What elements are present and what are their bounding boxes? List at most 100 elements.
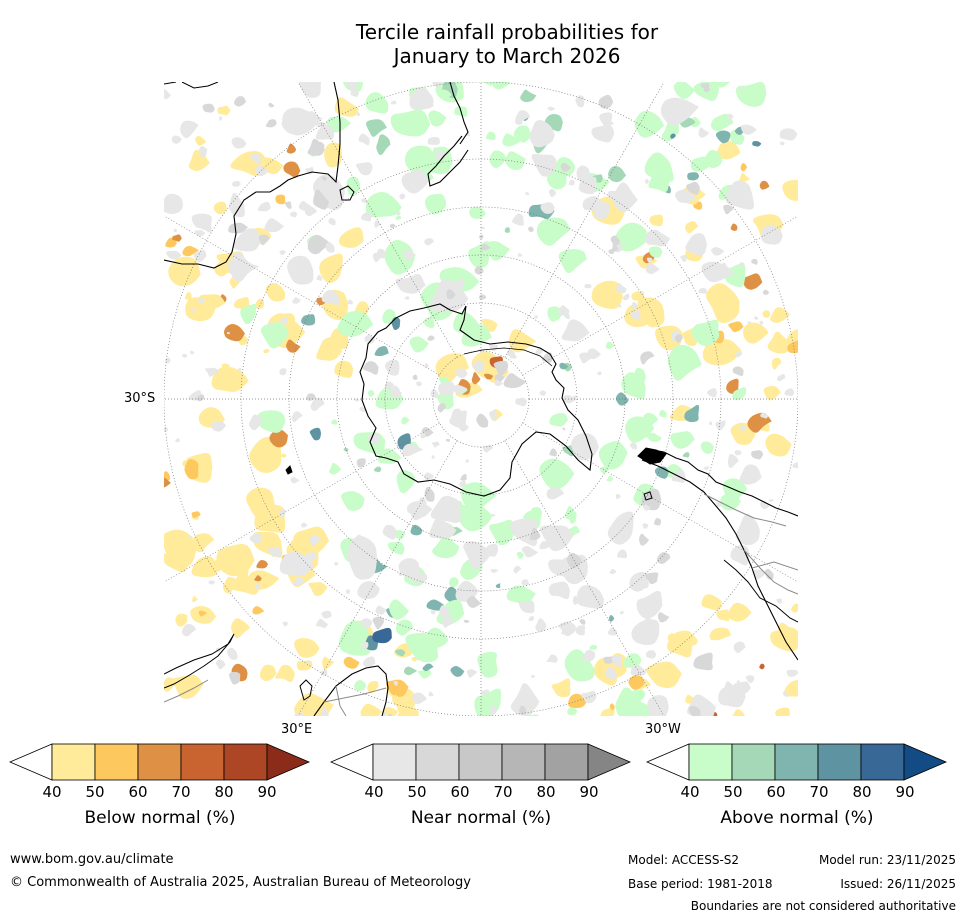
probability-patch <box>217 105 231 116</box>
probability-patch <box>392 694 401 704</box>
probability-patch <box>561 319 590 342</box>
probability-patch <box>184 292 192 300</box>
probability-patch <box>184 458 199 480</box>
probability-patch <box>777 622 791 633</box>
probability-patch <box>733 641 746 654</box>
probability-patch <box>511 213 524 226</box>
probability-patch <box>316 336 342 361</box>
probability-patch <box>494 379 503 387</box>
latitude-label-30s: 30°S <box>124 391 156 406</box>
probability-patch <box>233 96 247 107</box>
longitude-label-30e: 30°E <box>281 722 313 737</box>
probability-patch <box>751 450 764 460</box>
probability-patch <box>764 568 774 580</box>
probability-patch <box>611 654 622 667</box>
probability-patch <box>519 705 527 715</box>
probability-patch <box>546 654 558 663</box>
probability-patch <box>211 421 226 432</box>
probability-patch <box>171 135 182 144</box>
probability-patch <box>775 707 790 716</box>
colorbar-below-normal-swatches <box>8 743 311 781</box>
probability-patch <box>630 664 647 676</box>
probability-patch <box>636 590 663 619</box>
probability-patch <box>782 179 798 201</box>
probability-patch <box>700 82 710 90</box>
probability-patch <box>219 116 223 121</box>
new-zealand-south-island <box>427 135 469 187</box>
probability-patch <box>569 517 576 524</box>
probability-patch <box>603 120 615 129</box>
probability-patch <box>300 522 308 528</box>
probability-patch <box>623 653 642 668</box>
south-africa-west <box>164 633 235 689</box>
probability-patch <box>726 378 739 394</box>
probability-patch <box>208 616 213 620</box>
probability-patch <box>164 193 183 215</box>
colorbar-below-normal <box>8 743 312 785</box>
probability-patch <box>643 504 651 511</box>
probability-patch <box>437 403 446 413</box>
probability-patch <box>733 681 751 694</box>
probability-patch <box>571 395 577 402</box>
probability-patch <box>258 234 271 246</box>
probability-patch <box>411 657 418 662</box>
probability-patch <box>551 678 571 698</box>
probability-patch <box>280 316 288 325</box>
probability-patch <box>660 97 699 126</box>
probability-patch <box>578 176 597 195</box>
probability-patch <box>337 311 374 337</box>
falkland-islands <box>643 491 653 501</box>
probability-patch <box>515 110 531 122</box>
probability-patch <box>667 344 702 381</box>
probability-patch <box>329 462 341 475</box>
tick-label: 40 <box>42 783 62 801</box>
probability-patch <box>366 119 387 137</box>
probability-patch <box>441 616 454 628</box>
colorbar-swatch <box>688 743 733 781</box>
probability-patch <box>399 193 406 200</box>
probability-patch <box>720 493 741 511</box>
probability-patch <box>398 558 421 584</box>
probability-patch <box>771 357 782 370</box>
probability-patch <box>629 442 638 450</box>
probability-patch <box>445 438 450 442</box>
probability-patch <box>440 89 452 99</box>
probability-patch <box>465 459 469 463</box>
probability-patch <box>513 565 522 574</box>
probability-patch <box>583 353 589 356</box>
map-canvas <box>164 82 798 716</box>
south-africa-west-boundary <box>164 679 209 703</box>
probability-patch <box>324 142 342 168</box>
probability-patch <box>254 575 262 582</box>
probability-patch <box>389 599 409 620</box>
probability-patch <box>582 196 604 211</box>
probability-patch <box>693 652 713 671</box>
probability-patch <box>561 630 567 635</box>
colorbar-above-normal <box>645 743 949 785</box>
probability-patch <box>659 409 667 418</box>
probability-patch <box>290 211 297 218</box>
probability-patch <box>754 316 759 320</box>
probability-patch <box>424 238 434 246</box>
probability-patch <box>779 141 785 146</box>
probability-patch <box>716 140 741 160</box>
probability-patch <box>667 633 677 642</box>
probability-patch <box>367 433 380 445</box>
probability-patch <box>320 707 329 716</box>
probability-patch <box>762 310 771 318</box>
probability-patch <box>190 308 196 313</box>
tick-label: 90 <box>895 783 915 801</box>
probability-patch <box>404 666 418 676</box>
probability-patch <box>609 568 617 575</box>
probability-patch <box>485 241 510 261</box>
probability-patch <box>191 213 212 233</box>
probability-patch <box>681 632 698 646</box>
probability-patch <box>175 438 180 443</box>
probability-patch <box>393 681 398 686</box>
colorbar-low-extend <box>645 743 690 781</box>
probability-patch <box>520 89 537 103</box>
longitude-label-30w: 30°W <box>645 722 681 737</box>
probability-patch <box>739 262 745 267</box>
probability-patch <box>356 112 361 117</box>
probability-patch <box>390 109 431 137</box>
